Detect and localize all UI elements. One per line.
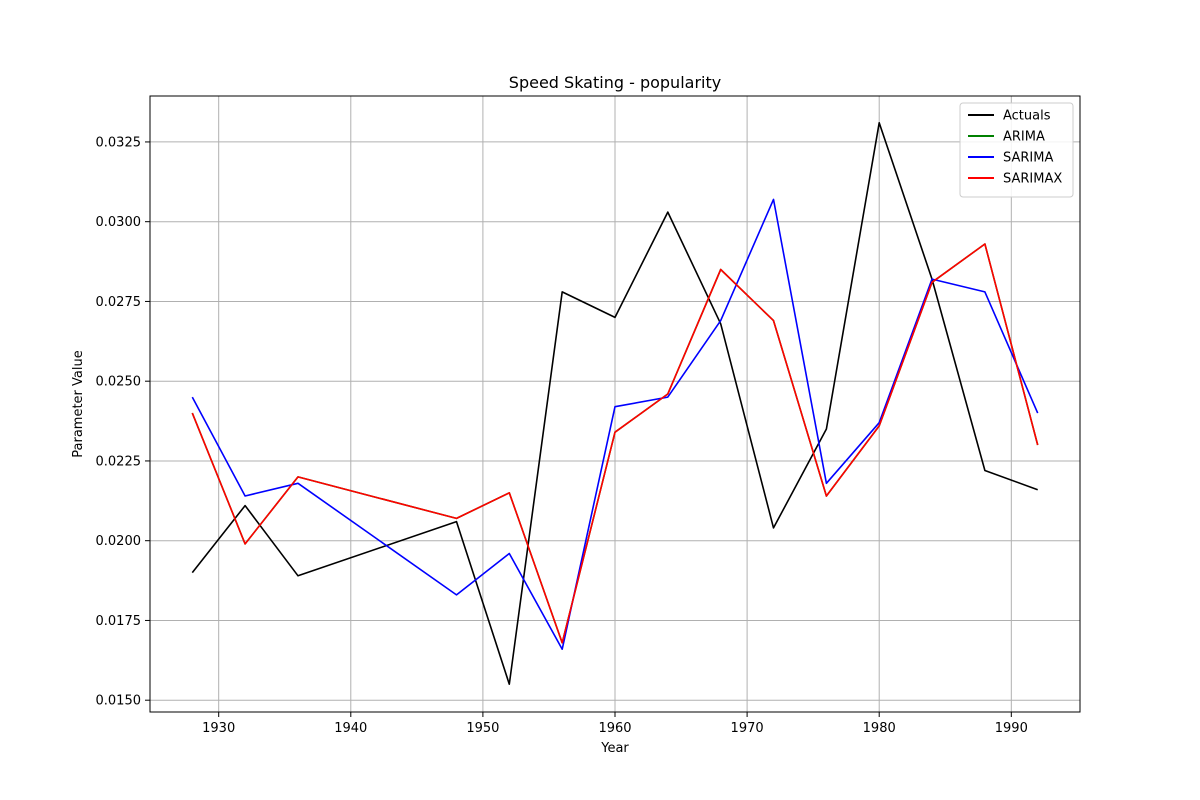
x-axis-label: Year (600, 741, 629, 756)
legend-label-arima: ARIMA (1003, 130, 1045, 145)
chart-title: Speed Skating - popularity (509, 73, 721, 92)
legend-box (959, 102, 1074, 198)
series-line-actuals (191, 122, 1038, 686)
y-tick-label: 0.0300 (96, 215, 142, 230)
series-line-sarimax (191, 243, 1039, 644)
y-axis-label: Parameter Value (71, 350, 86, 457)
x-tick-label: 1990 (995, 721, 1028, 736)
grid-layer (150, 96, 1080, 712)
x-tick-label: 1970 (731, 721, 764, 736)
series-line-sarima (191, 198, 1039, 651)
x-tick-label: 1980 (863, 721, 896, 736)
y-tick-label: 0.0200 (96, 534, 142, 549)
y-tick-label: 0.0325 (96, 135, 142, 150)
y-tick-label: 0.0250 (96, 375, 142, 390)
y-tick-label: 0.0225 (96, 454, 142, 469)
x-tick-label: 1960 (598, 721, 631, 736)
legend-label-actuals: Actuals (1003, 109, 1051, 124)
y-tick-label: 0.0275 (96, 295, 142, 310)
legend-label-sarimax: SARIMAX (1003, 172, 1062, 187)
x-tick-label: 1950 (466, 721, 499, 736)
legend: Actuals ARIMA SARIMA SARIMAX (959, 102, 1074, 198)
x-tick-label: 1940 (334, 721, 367, 736)
x-tick-label: 1930 (202, 721, 235, 736)
series-layer (191, 122, 1039, 686)
x-axis: 1930 1940 1950 1960 1970 1980 1990 (202, 712, 1028, 736)
y-tick-label: 0.0150 (96, 694, 142, 709)
y-axis: 0.0150 0.0175 0.0200 0.0225 0.0250 0.0275 0.03… (96, 135, 150, 709)
y-tick-label: 0.0175 (96, 614, 142, 629)
legend-label-sarima: SARIMA (1003, 151, 1053, 166)
